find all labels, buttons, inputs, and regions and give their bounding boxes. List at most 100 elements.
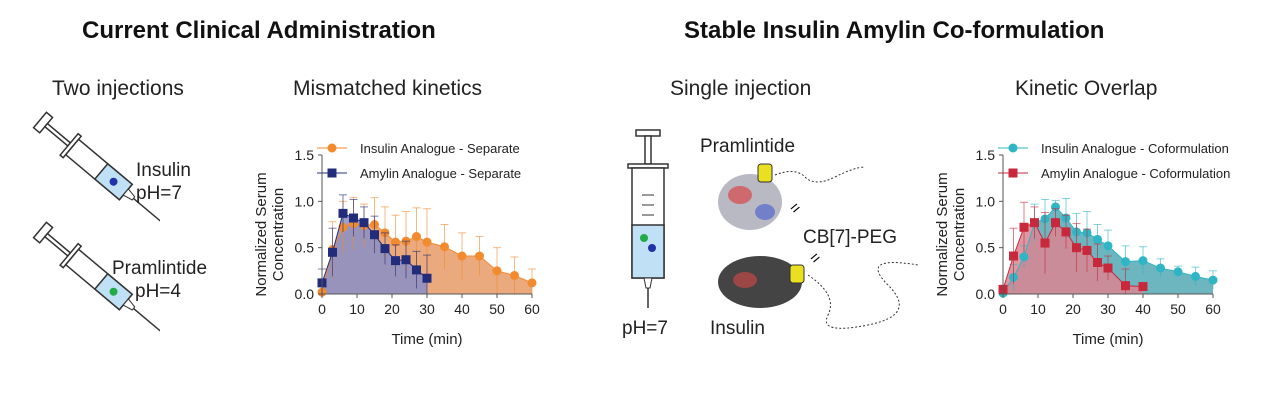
data-point bbox=[349, 213, 358, 223]
legend-label: Amylin Analogue - Separate bbox=[360, 166, 521, 181]
legend-label: Insulin Analogue - Coformulation bbox=[1041, 141, 1229, 156]
data-point bbox=[457, 251, 467, 261]
data-point bbox=[510, 270, 519, 280]
cb7-peg-label: CB[7]-PEG bbox=[803, 227, 897, 248]
data-point bbox=[1093, 257, 1102, 267]
legend-label: Amylin Analogue - Coformulation bbox=[1041, 166, 1230, 181]
data-point bbox=[1138, 282, 1148, 292]
pramlintide-ph-label: pH=4 bbox=[135, 281, 181, 302]
y-axis-label: Normalized SerumConcentration bbox=[934, 172, 968, 296]
legend-marker bbox=[327, 143, 337, 153]
x-tick-label: 60 bbox=[524, 301, 540, 317]
chart-kinetic-overlap: Insulin Analogue - Coformulation Amylin A… bbox=[934, 141, 1230, 348]
pramlintide-syringe-label: Pramlintide bbox=[112, 258, 208, 279]
data-point bbox=[1138, 256, 1148, 266]
legend-label: Insulin Analogue - Separate bbox=[360, 141, 520, 156]
y-tick-label: 0.0 bbox=[295, 286, 315, 302]
y-axis-label-line: Concentration bbox=[951, 188, 968, 281]
single-ph-label: pH=7 bbox=[622, 318, 668, 339]
insulin-molecule-icon bbox=[718, 256, 919, 329]
pramlintide-molecule-icon bbox=[718, 163, 866, 230]
x-tick-label: 20 bbox=[384, 301, 400, 317]
data-point bbox=[1019, 252, 1029, 262]
legend-marker bbox=[1008, 168, 1018, 178]
syringe-icon bbox=[627, 129, 669, 308]
y-tick-label: 1.0 bbox=[295, 193, 315, 209]
x-tick-label: 50 bbox=[1170, 301, 1186, 317]
data-point bbox=[391, 256, 400, 266]
data-point bbox=[1072, 243, 1081, 253]
syringe-illustrations bbox=[32, 111, 160, 334]
data-point bbox=[370, 230, 379, 240]
heading-current: Current Clinical Administration bbox=[82, 17, 436, 44]
x-tick-label: 20 bbox=[1065, 301, 1081, 317]
x-tick-label: 10 bbox=[349, 301, 365, 317]
data-point bbox=[1121, 281, 1130, 291]
panel-title-two-injections: Two injections bbox=[52, 77, 184, 100]
y-axis-label-line: Normalized Serum bbox=[253, 172, 270, 296]
data-point bbox=[1030, 218, 1039, 228]
y-axis-label-line: Normalized Serum bbox=[934, 172, 951, 296]
insulin-syringe-label: Insulin bbox=[136, 160, 191, 181]
data-point bbox=[1173, 267, 1183, 277]
data-point bbox=[475, 251, 484, 261]
heading-coformulation: Stable Insulin Amylin Co-formulation bbox=[684, 17, 1105, 44]
data-point bbox=[412, 232, 421, 242]
data-point bbox=[492, 266, 502, 276]
x-tick-label: 60 bbox=[1205, 301, 1221, 317]
data-point bbox=[1019, 222, 1029, 232]
y-tick-label: 0.5 bbox=[976, 240, 996, 256]
panel-title-overlap: Kinetic Overlap bbox=[1015, 77, 1158, 100]
x-tick-label: 0 bbox=[999, 301, 1007, 317]
insulin-molecule-label: Insulin bbox=[710, 318, 765, 339]
data-point bbox=[401, 255, 411, 265]
x-tick-label: 0 bbox=[318, 301, 326, 317]
x-tick-label: 40 bbox=[454, 301, 470, 317]
data-point bbox=[1061, 227, 1071, 237]
data-point bbox=[1082, 245, 1092, 255]
data-point bbox=[422, 237, 432, 247]
data-point bbox=[1103, 263, 1113, 273]
data-point bbox=[1093, 234, 1102, 244]
data-point bbox=[391, 237, 400, 247]
syringe-icon bbox=[32, 221, 160, 334]
pramlintide-molecule-label: Pramlintide bbox=[700, 136, 796, 157]
legend-marker bbox=[327, 168, 337, 178]
data-point bbox=[1040, 238, 1050, 248]
data-point bbox=[1051, 218, 1060, 228]
panel-title-single-injection: Single injection bbox=[670, 77, 812, 100]
y-tick-label: 1.5 bbox=[295, 147, 315, 163]
x-axis-label: Time (min) bbox=[1072, 331, 1143, 348]
data-point bbox=[1121, 257, 1130, 267]
data-point bbox=[412, 265, 421, 275]
y-tick-label: 1.5 bbox=[976, 147, 996, 163]
x-tick-label: 30 bbox=[419, 301, 435, 317]
x-tick-label: 10 bbox=[1030, 301, 1046, 317]
syringe-icon bbox=[32, 111, 160, 224]
legend-marker bbox=[1008, 143, 1018, 153]
panel-title-mismatched: Mismatched kinetics bbox=[293, 77, 483, 100]
data-point bbox=[1156, 263, 1165, 273]
data-point bbox=[1191, 271, 1200, 281]
data-point bbox=[527, 278, 537, 288]
y-tick-label: 1.0 bbox=[976, 193, 996, 209]
data-point bbox=[1103, 241, 1113, 251]
x-tick-label: 30 bbox=[1100, 301, 1116, 317]
x-tick-label: 50 bbox=[489, 301, 505, 317]
data-point bbox=[380, 244, 390, 254]
y-axis-label-line: Concentration bbox=[270, 188, 287, 281]
data-point bbox=[328, 247, 337, 257]
equivalence-sign-2: = bbox=[807, 249, 825, 268]
coformulation-illustration: = = bbox=[627, 129, 919, 329]
data-point bbox=[359, 218, 369, 228]
data-point bbox=[422, 273, 432, 283]
equivalence-sign-1: = bbox=[787, 199, 805, 218]
data-point bbox=[338, 208, 348, 218]
y-axis-label: Normalized SerumConcentration bbox=[253, 172, 287, 296]
series-area-1 bbox=[322, 213, 427, 294]
data-point bbox=[1208, 275, 1218, 285]
chart-mismatched-kinetics: Insulin Analogue - Separate Amylin Analog… bbox=[253, 141, 540, 348]
data-point bbox=[440, 242, 449, 252]
insulin-ph-label: pH=7 bbox=[136, 183, 182, 204]
